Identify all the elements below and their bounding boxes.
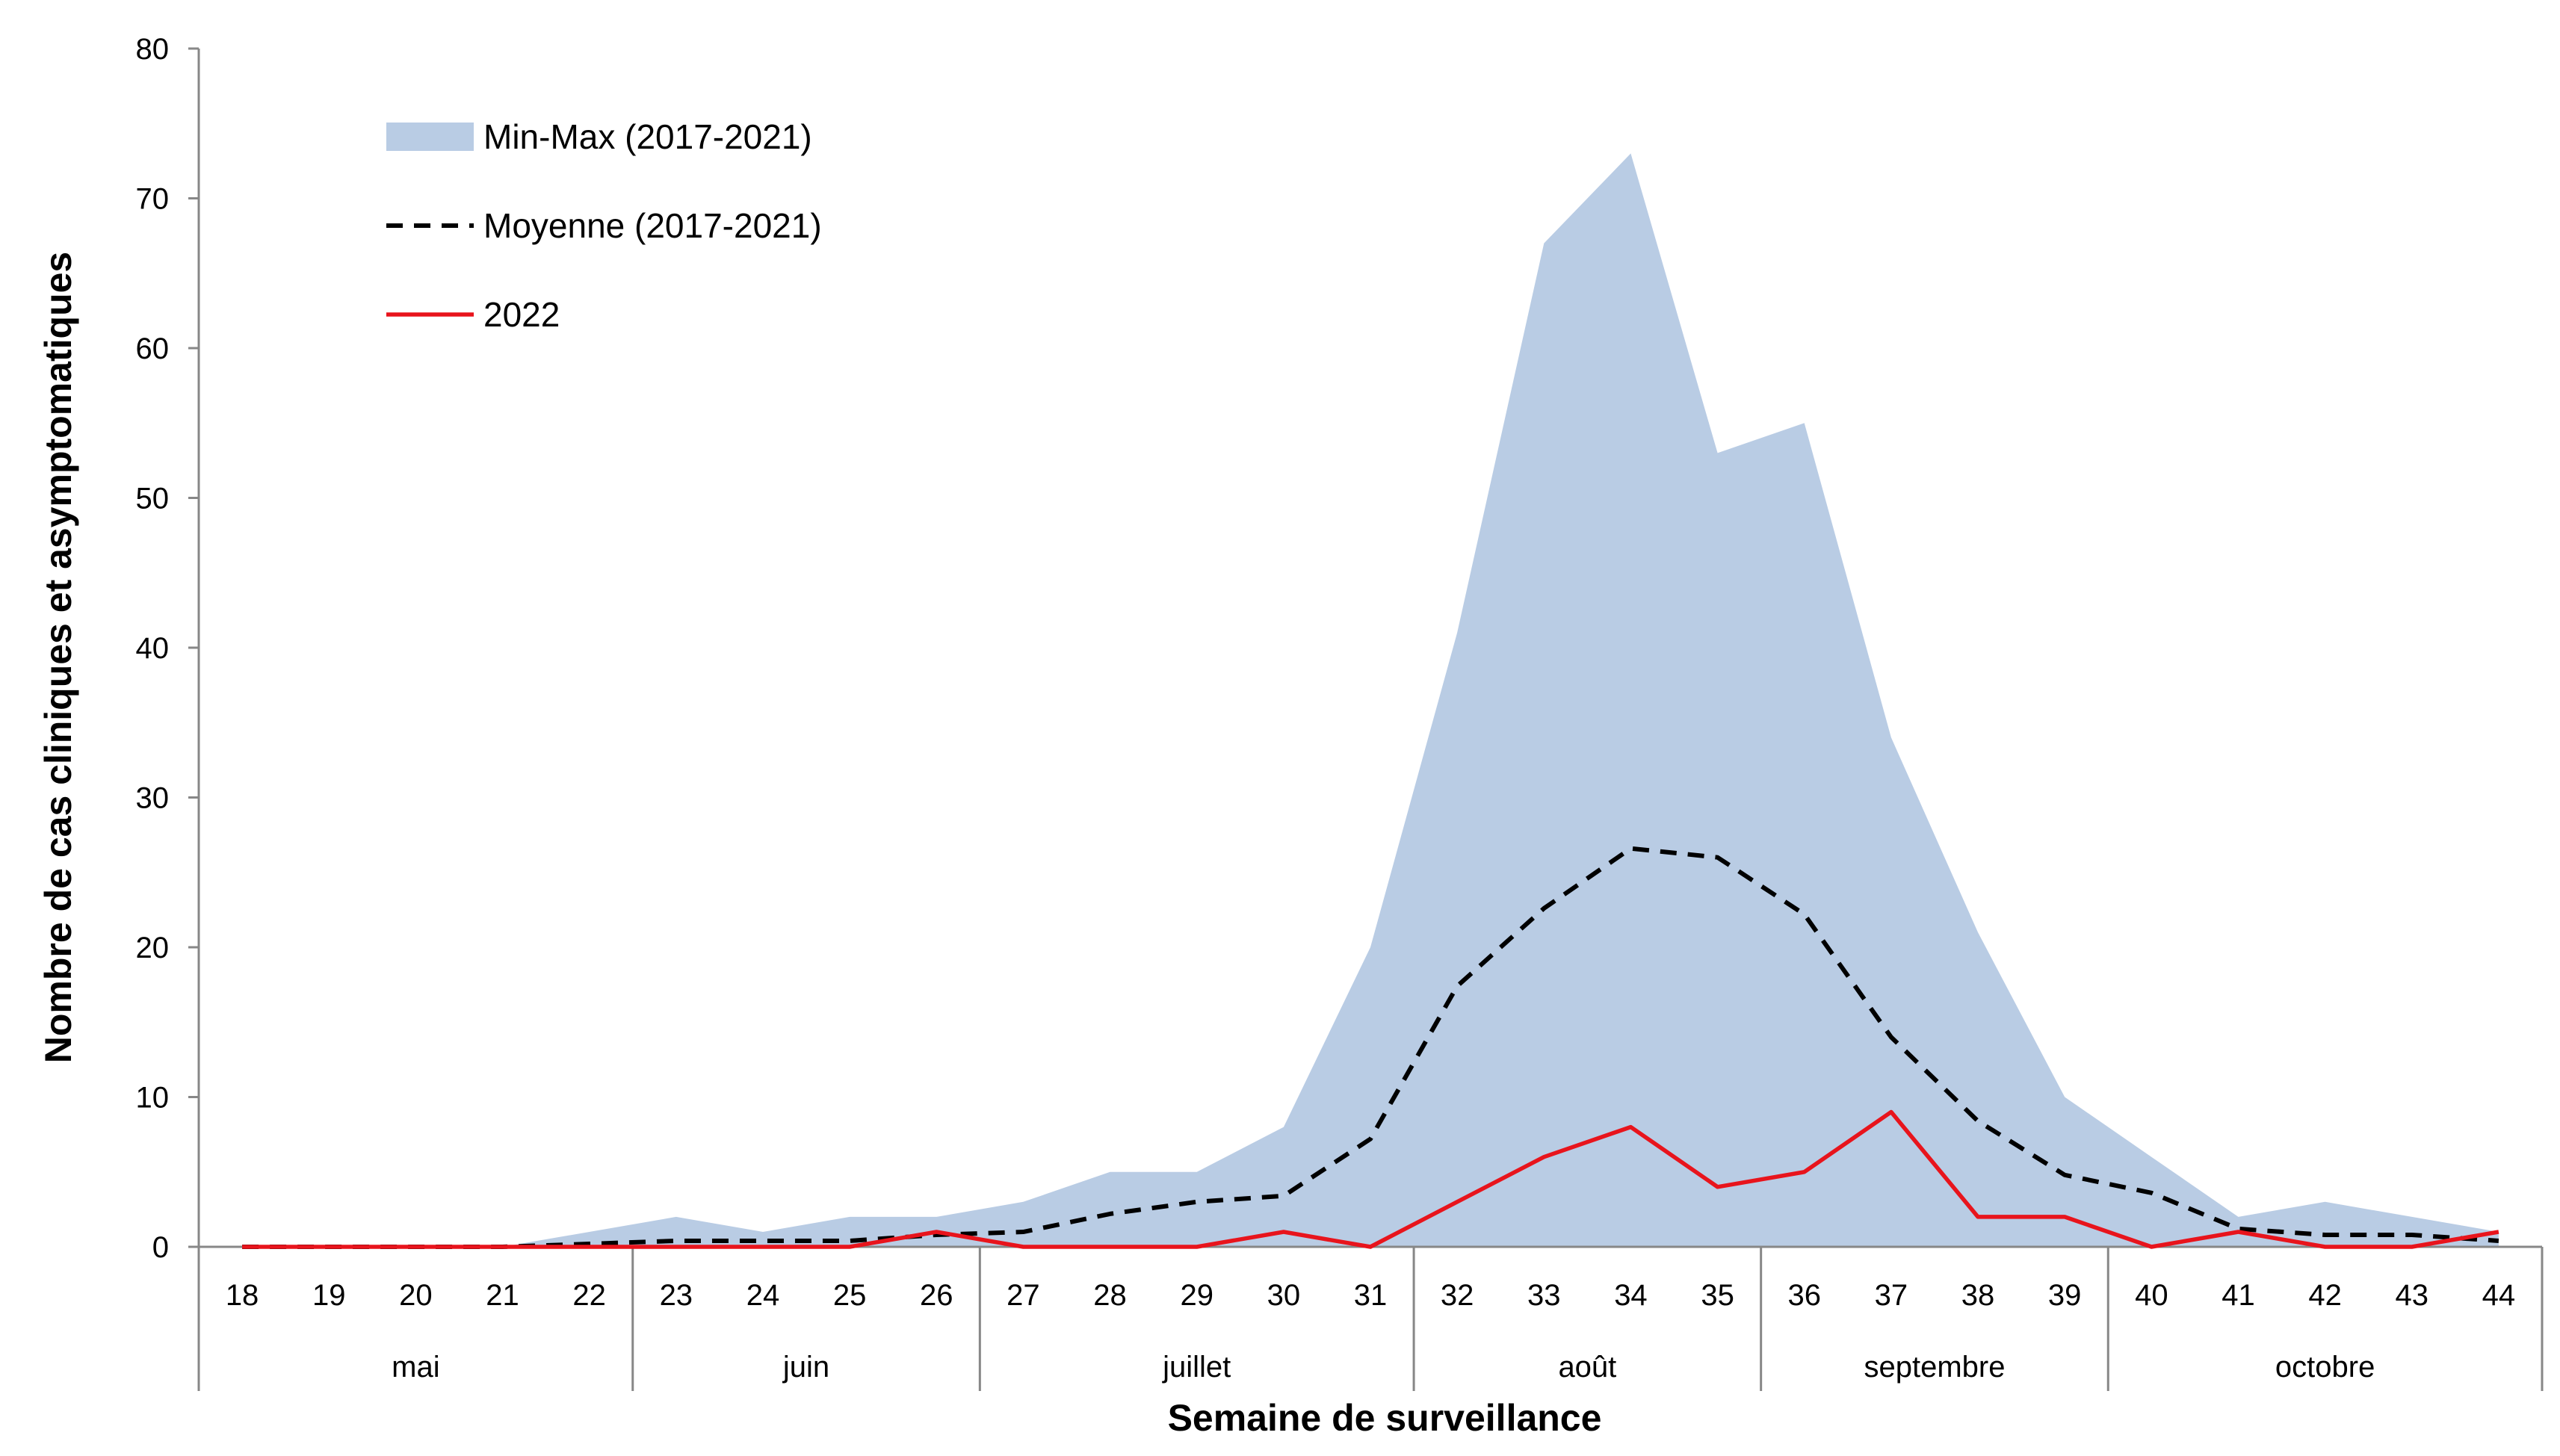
month-label: août — [1558, 1351, 1616, 1384]
labels-layer: 0 10 20 30 40 50 60 70 80 18 19 20 21 22 23 24 25 26 27 28 2… — [37, 33, 2515, 1439]
series-line-moyenne — [242, 846, 2499, 1249]
x-tick-label: 41 — [2222, 1279, 2255, 1312]
x-tick-label: 18 — [226, 1279, 259, 1312]
legend-label: Min-Max (2017-2021) — [483, 117, 812, 156]
x-tick-label: 35 — [1701, 1279, 1734, 1312]
x-tick-label: 39 — [2048, 1279, 2082, 1312]
lines-layer — [242, 846, 2499, 1249]
band-layer — [242, 153, 2499, 1247]
x-tick-label: 19 — [312, 1279, 346, 1312]
x-tick-label: 22 — [572, 1279, 606, 1312]
month-label: septembre — [1864, 1351, 2005, 1384]
legend-label: 2022 — [483, 295, 560, 334]
x-tick-label: 23 — [660, 1279, 693, 1312]
month-label: octobre — [2275, 1351, 2375, 1384]
series-band-min-max — [242, 153, 2499, 1247]
x-tick-label: 42 — [2308, 1279, 2342, 1312]
month-label: juin — [782, 1351, 829, 1384]
x-tick-label: 28 — [1093, 1279, 1127, 1312]
x-tick-label: 29 — [1180, 1279, 1213, 1312]
x-tick-label: 20 — [399, 1279, 433, 1312]
x-tick-label: 44 — [2482, 1279, 2516, 1312]
y-tick-label: 80 — [136, 33, 170, 66]
x-tick-label: 25 — [833, 1279, 867, 1312]
x-tick-label: 43 — [2396, 1279, 2429, 1312]
x-tick-label: 34 — [1614, 1279, 1648, 1312]
x-tick-label: 37 — [1875, 1279, 1908, 1312]
x-tick-label: 21 — [486, 1279, 519, 1312]
month-label: mai — [392, 1351, 439, 1384]
y-tick-label: 0 — [152, 1231, 169, 1264]
x-axis-title: Semaine de surveillance — [1168, 1397, 1602, 1439]
y-tick-label: 30 — [136, 782, 170, 815]
series-line-2022 — [242, 1109, 2499, 1249]
x-tick-label: 24 — [746, 1279, 780, 1312]
x-tick-label: 27 — [1007, 1279, 1040, 1312]
x-tick-label: 38 — [1961, 1279, 1995, 1312]
month-label: juillet — [1162, 1351, 1231, 1384]
y-tick-label: 10 — [136, 1082, 170, 1115]
x-tick-label: 36 — [1787, 1279, 1821, 1312]
x-tick-label: 33 — [1527, 1279, 1561, 1312]
x-tick-label: 32 — [1441, 1279, 1474, 1312]
x-tick-label: 26 — [920, 1279, 953, 1312]
x-tick-label: 31 — [1354, 1279, 1388, 1312]
legend-swatch-band — [386, 123, 474, 151]
legend-label: Moyenne (2017-2021) — [483, 206, 822, 245]
y-tick-label: 50 — [136, 483, 170, 515]
y-tick-label: 70 — [136, 183, 170, 216]
y-tick-label: 60 — [136, 332, 170, 365]
x-tick-label: 40 — [2135, 1279, 2168, 1312]
x-tick-label: 30 — [1267, 1279, 1301, 1312]
y-tick-label: 40 — [136, 632, 170, 665]
y-tick-label: 20 — [136, 932, 170, 964]
legend: Min-Max (2017-2021) Moyenne (2017-2021) 20… — [386, 117, 822, 334]
y-axis-title: Nombre de cas cliniques et asymptomatiqu… — [37, 252, 79, 1063]
